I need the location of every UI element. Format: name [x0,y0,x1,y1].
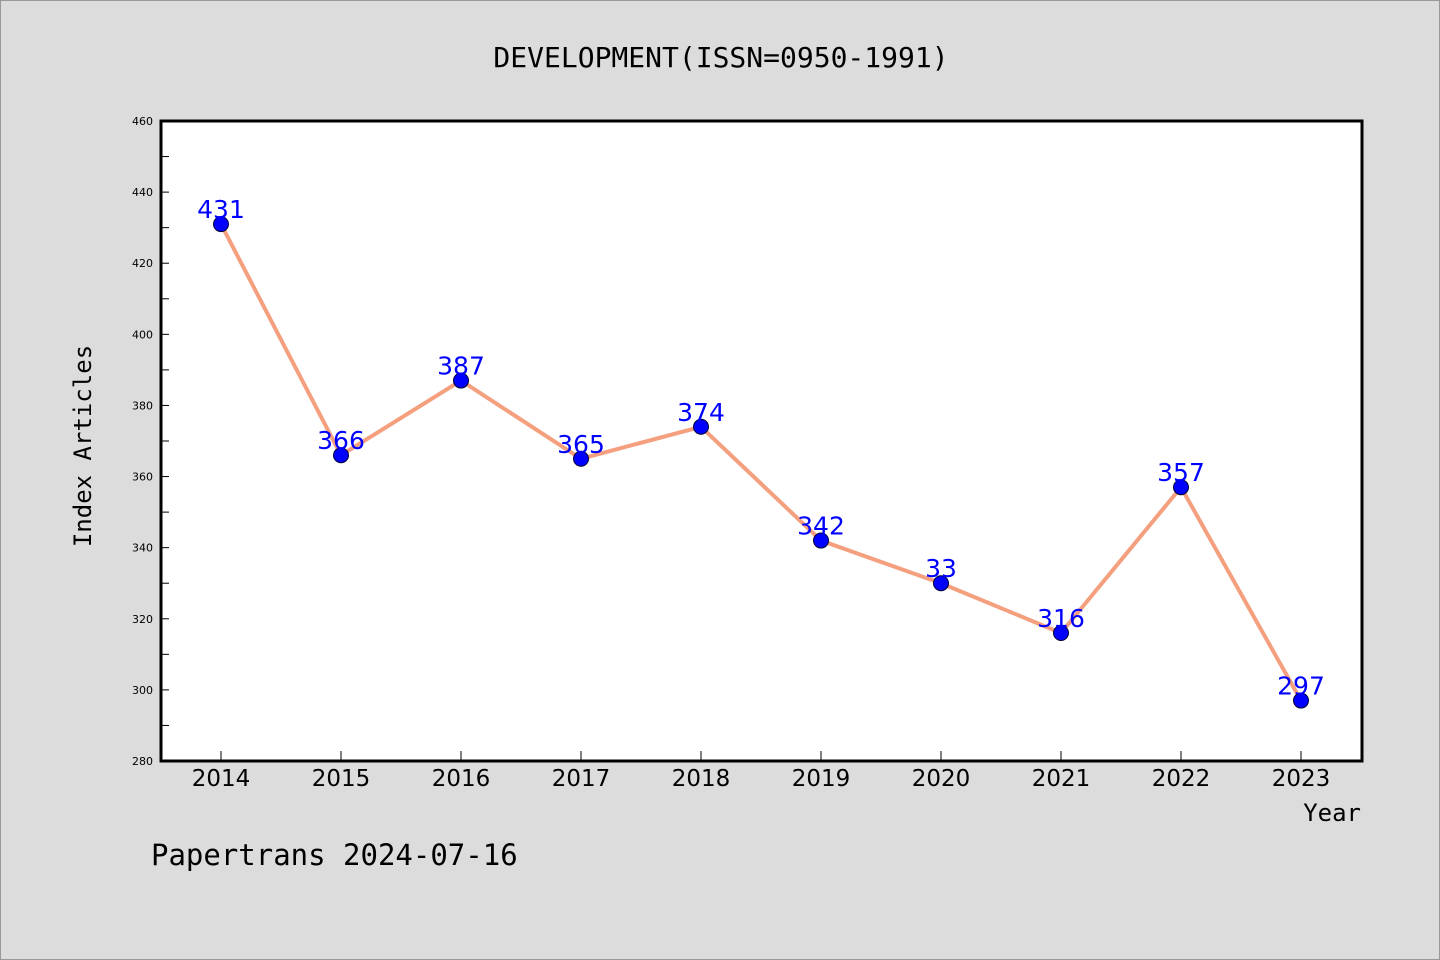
x-tick-label: 2017 [552,766,611,792]
x-tick-label: 2021 [1032,766,1091,792]
data-point [813,532,829,549]
y-tick-label: 380 [132,399,153,412]
data-label: 33 [925,554,957,583]
x-axis: 2014 2015 2016 2017 2018 2019 2020 2021 2022 2023 [192,751,1331,792]
data-point [933,575,949,592]
y-axis: 280 300 320 340 360 380 400 420 440 460 [132,115,169,768]
y-tick-label: 360 [132,471,153,484]
x-tick-label: 2019 [792,766,851,792]
data-label: 366 [317,426,365,455]
data-label: 365 [557,430,605,459]
data-label: 357 [1157,458,1205,487]
y-tick-label: 320 [132,613,153,626]
y-tick-label: 300 [132,684,153,697]
data-point [213,216,229,233]
data-labels-group: 431 366 387 365 374 342 33 316 357 297 [197,195,1325,700]
markers-group [213,216,1309,709]
data-point [453,372,469,389]
y-tick-label: 400 [132,328,153,341]
x-tick-label: 2022 [1152,766,1211,792]
data-label: 316 [1037,604,1085,633]
chart-title: DEVELOPMENT(ISSN=0950-1991) [493,41,948,74]
y-axis-label: Index Articles [69,345,97,547]
x-tick-label: 2018 [672,766,731,792]
y-tick-label: 440 [132,186,153,199]
series-line [219,223,1303,702]
data-label: 374 [677,398,725,427]
y-tick-label: 340 [132,542,153,555]
x-tick-label: 2020 [912,766,971,792]
x-tick-label: 2014 [192,766,251,792]
data-point [1293,692,1309,709]
data-label: 297 [1277,672,1325,701]
x-tick-label: 2023 [1272,766,1331,792]
y-tick-label: 460 [132,115,153,128]
y-tick-label: 420 [132,257,153,270]
x-axis-label: Year [1303,799,1361,827]
data-label: 342 [797,512,845,541]
data-label: 431 [197,195,245,224]
series-line-group [219,223,1303,702]
data-label: 387 [437,352,485,381]
data-point [693,418,709,435]
data-point [333,447,349,464]
data-point [1053,625,1069,641]
footer-watermark: Papertrans 2024-07-16 [151,838,518,872]
x-tick-label: 2016 [432,766,491,792]
data-point [1173,479,1189,496]
data-point [573,450,589,467]
x-tick-label: 2015 [312,766,371,792]
y-tick-label: 280 [132,755,153,768]
